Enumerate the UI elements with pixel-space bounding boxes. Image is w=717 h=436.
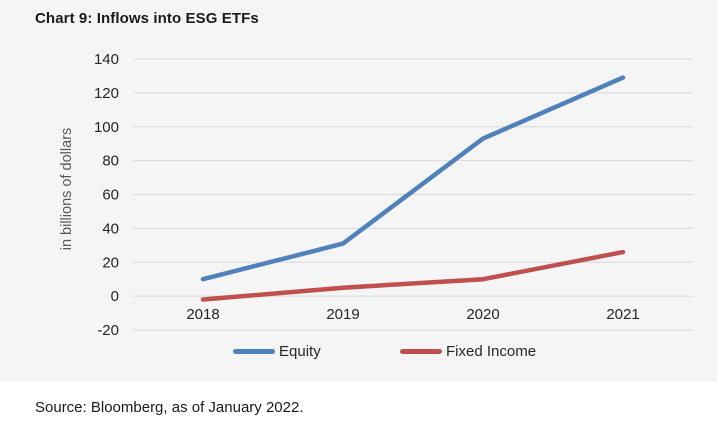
legend-label-equity: Equity — [279, 342, 321, 360]
source-note: Source: Bloomberg, as of January 2022. — [35, 399, 304, 416]
y-tick-label: 80 — [102, 153, 119, 170]
legend: Equity Fixed Income — [0, 340, 717, 362]
x-tick-label: 2021 — [606, 306, 639, 323]
x-tick-label: 2018 — [186, 306, 219, 323]
y-tick-label: -20 — [97, 322, 119, 339]
y-tick-label: 140 — [94, 51, 119, 68]
chart-title: Chart 9: Inflows into ESG ETFs — [35, 10, 259, 27]
x-tick-label: 2019 — [326, 306, 359, 323]
fixed-income-line — [200, 249, 626, 302]
y-tick-label: 100 — [94, 119, 119, 136]
legend-label-fixed-income: Fixed Income — [446, 342, 537, 360]
legend-item-equity: Equity — [233, 340, 321, 362]
y-axis-title: in billions of dollars — [59, 128, 75, 251]
legend-swatch-fixed-income — [400, 348, 442, 354]
y-tick-label: 60 — [102, 187, 119, 204]
equity-line — [200, 75, 626, 282]
y-tick-label: 40 — [102, 220, 119, 237]
y-tick-label: 20 — [102, 254, 119, 271]
x-tick-label: 2020 — [466, 306, 499, 323]
chart-container: Chart 9: Inflows into ESG ETFs 140 120 100… — [0, 10, 717, 362]
y-tick-label: 120 — [94, 85, 119, 102]
legend-swatch-equity — [233, 348, 275, 354]
legend-item-fixed-income: Fixed Income — [400, 340, 536, 362]
line-chart: 140 120 100 80 60 40 20 0 -20 2018 2019 2020 2021 in … — [59, 51, 693, 339]
y-tick-label: 0 — [111, 288, 119, 305]
